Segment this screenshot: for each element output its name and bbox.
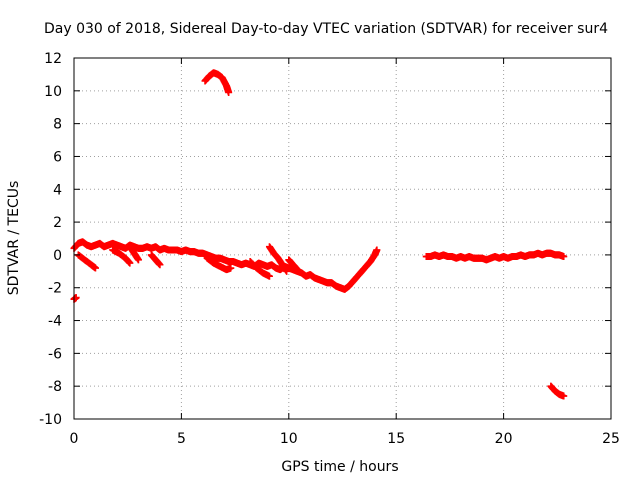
x-axis-label: GPS time / hours <box>281 459 398 475</box>
data-point <box>293 266 301 274</box>
grid-layer <box>74 58 611 419</box>
data-point <box>560 392 568 400</box>
y-tick-label: 12 <box>44 51 62 67</box>
y-tick-label: 10 <box>44 84 62 100</box>
y-axis-label: SDTVAR / TECUs <box>6 181 22 296</box>
y-tick-label: -4 <box>48 314 62 330</box>
y-tick-label: 4 <box>53 182 62 198</box>
x-tick-label: 15 <box>387 431 405 447</box>
data-point <box>283 267 291 275</box>
data-point <box>227 264 235 272</box>
data-point <box>126 259 134 267</box>
y-tick-label: 0 <box>53 248 62 264</box>
data-point <box>91 264 99 272</box>
x-tick-label: 25 <box>602 431 620 447</box>
data-point <box>225 88 233 96</box>
y-tick-label: 6 <box>53 149 62 165</box>
x-tick-label: 10 <box>280 431 298 447</box>
data-point <box>156 261 164 269</box>
x-tick-label: 0 <box>70 431 79 447</box>
data-points <box>70 69 568 400</box>
plot-frame <box>73 57 612 420</box>
y-tick-label: 2 <box>53 215 62 231</box>
y-tick-label: 8 <box>53 117 62 133</box>
chart-title: Day 030 of 2018, Sidereal Day-to-day VTE… <box>44 21 608 37</box>
y-tick-label: -8 <box>48 379 62 395</box>
y-tick-label: -6 <box>48 346 62 362</box>
y-tick-label: -2 <box>48 281 62 297</box>
x-tick-label: 20 <box>495 431 513 447</box>
data-point <box>265 272 273 280</box>
data-point <box>134 256 142 264</box>
data-point <box>560 253 568 261</box>
tick-layer: 0 5 10 15 20 25 -10 -8 -6 -4 -2 0 2 4 6 8 10 12 <box>39 51 620 447</box>
data-point <box>373 246 381 254</box>
y-tick-label: -10 <box>39 412 62 428</box>
x-tick-label: 5 <box>177 431 186 447</box>
